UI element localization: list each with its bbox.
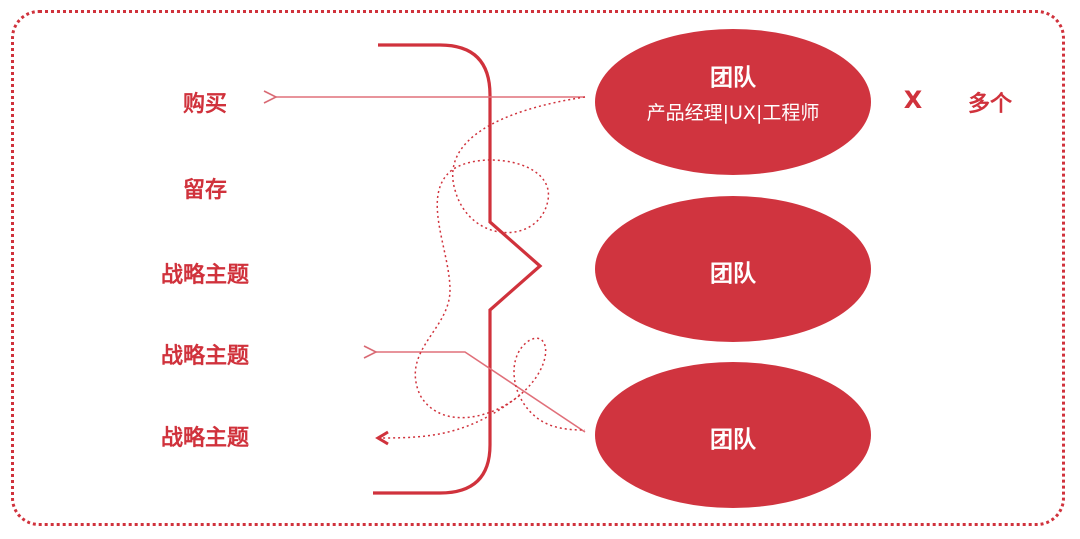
team-1-subtitle: 产品经理|UX|工程师 [646,102,820,124]
multiplier-symbol: X [903,86,923,114]
dotted-arrowhead [375,430,389,446]
left-label-theme-1: 战略主题 [160,263,249,288]
diagram-frame [11,10,1065,526]
team-ellipse-1 [595,29,871,175]
multiplier-label: 多个 [967,92,1012,117]
curly-brace [373,43,543,495]
left-label-theme-2: 战略主题 [160,344,249,369]
team-1-text: 团队 产品经理|UX|工程师 [595,58,871,125]
team-ellipse-2 [595,196,871,342]
team-2-text: 团队 [595,254,871,288]
team-3-text: 团队 [595,420,871,454]
dotted-loop-path [381,96,586,439]
left-label-theme-3: 战略主题 [160,426,249,451]
team-1-title: 团队 [710,65,756,91]
arrow-team3-to-theme [376,352,586,433]
team-3-title: 团队 [710,427,756,453]
left-label-purchase: 购买 [182,92,227,117]
team-2-title: 团队 [710,261,756,287]
team-ellipse-3 [595,362,871,508]
left-label-retention: 留存 [182,178,227,203]
